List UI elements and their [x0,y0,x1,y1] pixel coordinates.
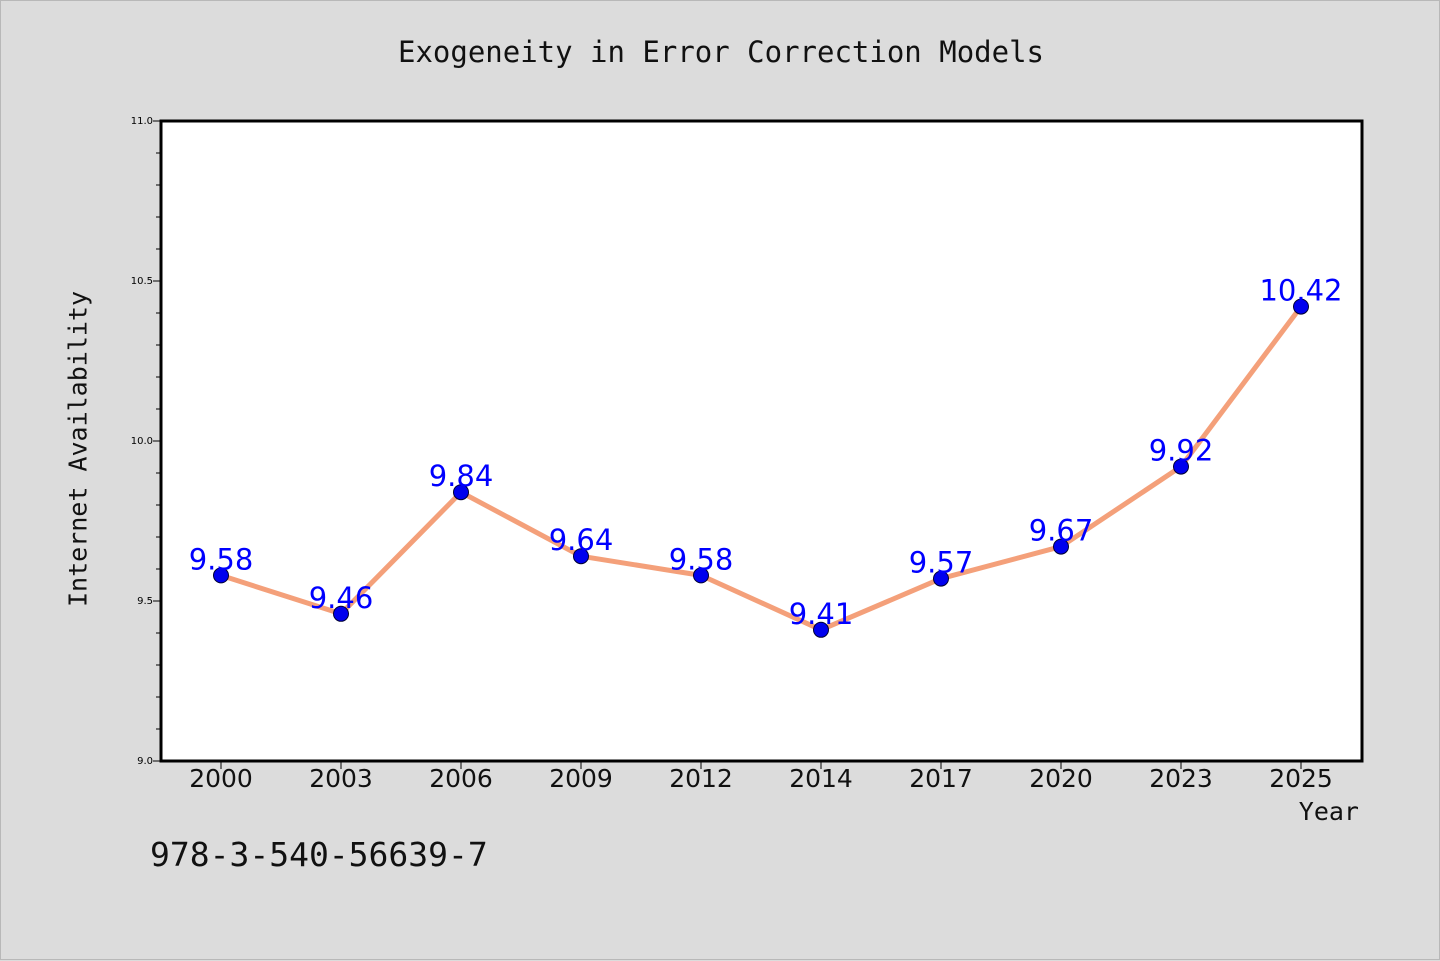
data-point [453,484,469,501]
data-point [933,570,949,587]
x-tick-label: 2014 [789,764,853,793]
x-tick-label: 2017 [909,764,973,793]
data-label: 9.41 [789,597,854,631]
data-label: 9.84 [429,459,494,493]
x-tick-label: 2009 [549,764,613,793]
data-label: 9.92 [1149,434,1214,468]
data-point [693,567,709,584]
data-label: 9.58 [669,542,734,576]
data-label: 9.57 [909,546,974,580]
y-tick-label: 11.0 [131,116,153,127]
data-label: 9.64 [549,523,614,557]
x-tick-label: 2020 [1029,764,1093,793]
y-tick-label: 9.0 [137,756,153,767]
data-label: 9.58 [189,542,254,576]
series-line [218,304,1304,633]
data-point [1053,538,1069,555]
x-tick-label: 2006 [429,764,493,793]
data-point [813,621,829,638]
data-label: 9.67 [1029,514,1094,548]
x-tick-label: 2023 [1149,764,1213,793]
data-point [1293,298,1309,315]
data-point [573,548,589,565]
y-tick-label: 9.5 [137,596,153,607]
x-tick-label: 2012 [669,764,733,793]
y-tick-label: 10.0 [131,436,153,447]
data-label: 10.42 [1259,274,1342,308]
isbn-text: 978-3-540-56639-7 [150,835,488,874]
data-point [1173,458,1189,475]
plot-area [159,119,1364,763]
x-axis-label: Year [1298,797,1359,826]
data-point [213,567,229,584]
data-point [333,605,349,622]
x-tick-label: 2003 [309,764,373,793]
x-tick-label: 2000 [189,764,253,793]
data-label: 9.46 [309,581,374,615]
x-tick-label: 2025 [1269,764,1333,793]
y-tick-label: 10.5 [131,276,153,287]
chart-title: Exogeneity in Error Correction Models [397,35,1044,69]
